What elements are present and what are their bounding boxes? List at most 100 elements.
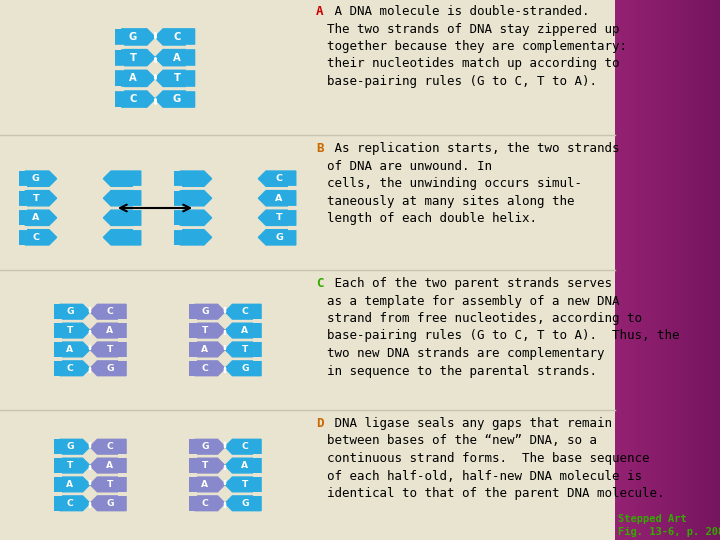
Text: G: G bbox=[241, 364, 248, 373]
Text: C: C bbox=[107, 307, 113, 316]
Bar bbox=[639, 0, 640, 540]
Bar bbox=[120, 323, 126, 338]
Bar bbox=[54, 323, 60, 338]
Bar bbox=[678, 0, 679, 540]
Text: A: A bbox=[241, 326, 248, 335]
Bar bbox=[682, 0, 683, 540]
Bar bbox=[635, 0, 636, 540]
Bar bbox=[189, 91, 194, 107]
Text: C: C bbox=[316, 277, 323, 290]
Polygon shape bbox=[60, 342, 90, 357]
Bar bbox=[189, 440, 194, 454]
Bar bbox=[648, 0, 649, 540]
Polygon shape bbox=[194, 342, 225, 357]
Text: T: T bbox=[107, 345, 113, 354]
Bar bbox=[683, 0, 684, 540]
Text: G: G bbox=[32, 174, 40, 183]
Bar bbox=[709, 0, 710, 540]
Text: T: T bbox=[67, 326, 73, 335]
Bar bbox=[135, 191, 141, 206]
Polygon shape bbox=[60, 496, 90, 511]
Text: B: B bbox=[316, 142, 323, 155]
Bar bbox=[714, 0, 715, 540]
Bar bbox=[629, 0, 630, 540]
Bar bbox=[637, 0, 638, 540]
Bar bbox=[256, 496, 261, 511]
Text: T: T bbox=[242, 345, 248, 354]
Polygon shape bbox=[258, 191, 296, 206]
Bar bbox=[640, 0, 641, 540]
Bar bbox=[54, 477, 60, 492]
Polygon shape bbox=[155, 91, 194, 107]
Bar bbox=[54, 440, 60, 454]
Text: Each of the two parent strands serves
as a template for assembly of a new DNA
st: Each of the two parent strands serves as… bbox=[327, 277, 680, 377]
Bar bbox=[120, 305, 126, 319]
Polygon shape bbox=[104, 191, 141, 206]
Bar bbox=[174, 171, 180, 186]
Bar bbox=[674, 0, 675, 540]
Bar bbox=[687, 0, 688, 540]
Bar bbox=[633, 0, 634, 540]
Bar bbox=[672, 0, 673, 540]
Polygon shape bbox=[155, 70, 194, 86]
Bar bbox=[174, 210, 180, 225]
Bar bbox=[120, 361, 126, 376]
Bar bbox=[646, 0, 647, 540]
Bar bbox=[662, 0, 663, 540]
Text: D: D bbox=[316, 417, 323, 430]
Bar bbox=[644, 0, 645, 540]
Bar bbox=[256, 323, 261, 338]
Bar bbox=[642, 0, 643, 540]
Text: T: T bbox=[32, 194, 39, 202]
Polygon shape bbox=[225, 477, 261, 492]
Bar bbox=[676, 0, 677, 540]
Bar bbox=[719, 0, 720, 540]
Text: A: A bbox=[316, 5, 323, 18]
Bar bbox=[649, 0, 650, 540]
Polygon shape bbox=[180, 191, 212, 206]
Bar bbox=[135, 171, 141, 186]
Bar bbox=[702, 0, 703, 540]
Text: T: T bbox=[67, 461, 73, 470]
Bar bbox=[680, 0, 681, 540]
Polygon shape bbox=[60, 323, 90, 338]
Polygon shape bbox=[194, 477, 225, 492]
Text: A: A bbox=[202, 345, 209, 354]
Bar bbox=[120, 440, 126, 454]
Text: C: C bbox=[67, 499, 73, 508]
Bar bbox=[174, 191, 180, 206]
Bar bbox=[19, 171, 25, 186]
Text: A: A bbox=[66, 345, 73, 354]
Bar bbox=[689, 0, 690, 540]
Bar bbox=[685, 0, 686, 540]
Bar bbox=[717, 0, 718, 540]
Polygon shape bbox=[194, 361, 225, 376]
Bar bbox=[634, 0, 635, 540]
Polygon shape bbox=[180, 171, 212, 186]
Polygon shape bbox=[122, 50, 155, 66]
Polygon shape bbox=[60, 361, 90, 376]
Text: Stepped Art: Stepped Art bbox=[618, 514, 687, 524]
Bar bbox=[54, 458, 60, 473]
Text: T: T bbox=[242, 480, 248, 489]
Text: Fig. 13-6, p. 208: Fig. 13-6, p. 208 bbox=[618, 527, 720, 537]
Bar bbox=[718, 0, 719, 540]
Polygon shape bbox=[90, 305, 126, 319]
Bar bbox=[658, 0, 659, 540]
Bar bbox=[256, 361, 261, 376]
Bar bbox=[706, 0, 707, 540]
Text: C: C bbox=[67, 364, 73, 373]
Polygon shape bbox=[25, 191, 57, 206]
Bar bbox=[189, 70, 194, 86]
Bar bbox=[665, 0, 666, 540]
Bar bbox=[675, 0, 676, 540]
Bar bbox=[708, 0, 709, 540]
Bar bbox=[290, 210, 296, 225]
Text: A DNA molecule is double-stranded.
The two strands of DNA stay zippered up
toget: A DNA molecule is double-stranded. The t… bbox=[327, 5, 627, 88]
Bar bbox=[54, 496, 60, 511]
Bar bbox=[657, 0, 658, 540]
Bar bbox=[54, 305, 60, 319]
Bar bbox=[617, 0, 618, 540]
Bar bbox=[636, 0, 637, 540]
Text: T: T bbox=[202, 461, 208, 470]
